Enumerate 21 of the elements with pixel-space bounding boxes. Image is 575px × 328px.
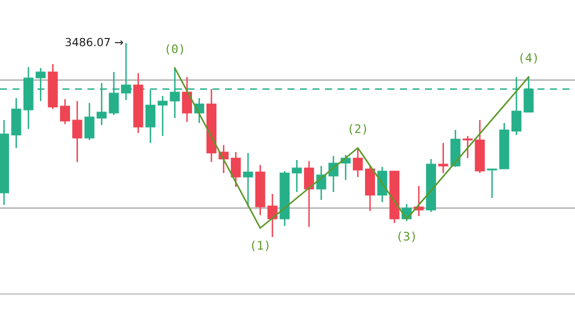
candlestick: [60, 98, 70, 125]
candlestick: [438, 142, 448, 174]
annotation: (3): [398, 232, 415, 242]
candlestick: [243, 152, 254, 208]
candlestick: [72, 100, 82, 163]
candlestick: [267, 193, 278, 238]
candlestick: [304, 160, 314, 228]
candlestick: [292, 159, 302, 193]
annotation: 3486.07 →: [66, 38, 124, 46]
candlestick: [524, 76, 534, 113]
candlestick: [84, 102, 94, 141]
annotation: (4): [520, 53, 537, 64]
candlestick: [352, 147, 363, 178]
annotation: (2): [350, 124, 366, 135]
candlestick: [230, 151, 241, 188]
annotation: (0): [166, 44, 184, 55]
candlestick: [158, 95, 168, 137]
annotation: (1): [252, 240, 268, 252]
candlestick: [487, 168, 498, 199]
candlestick: [182, 76, 192, 123]
candlestick: [462, 135, 473, 159]
